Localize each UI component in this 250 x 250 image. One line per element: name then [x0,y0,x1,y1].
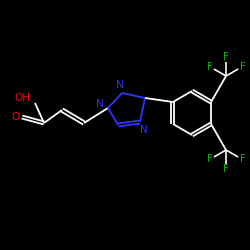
Text: OH: OH [14,93,30,103]
Text: F: F [223,164,229,174]
Text: N: N [140,125,148,135]
Text: F: F [207,154,212,164]
Text: F: F [240,154,245,164]
Text: F: F [223,52,229,62]
Text: N: N [116,80,124,90]
Text: F: F [207,62,212,72]
Text: F: F [240,62,245,72]
Text: N: N [96,99,104,109]
Text: O: O [12,112,20,122]
